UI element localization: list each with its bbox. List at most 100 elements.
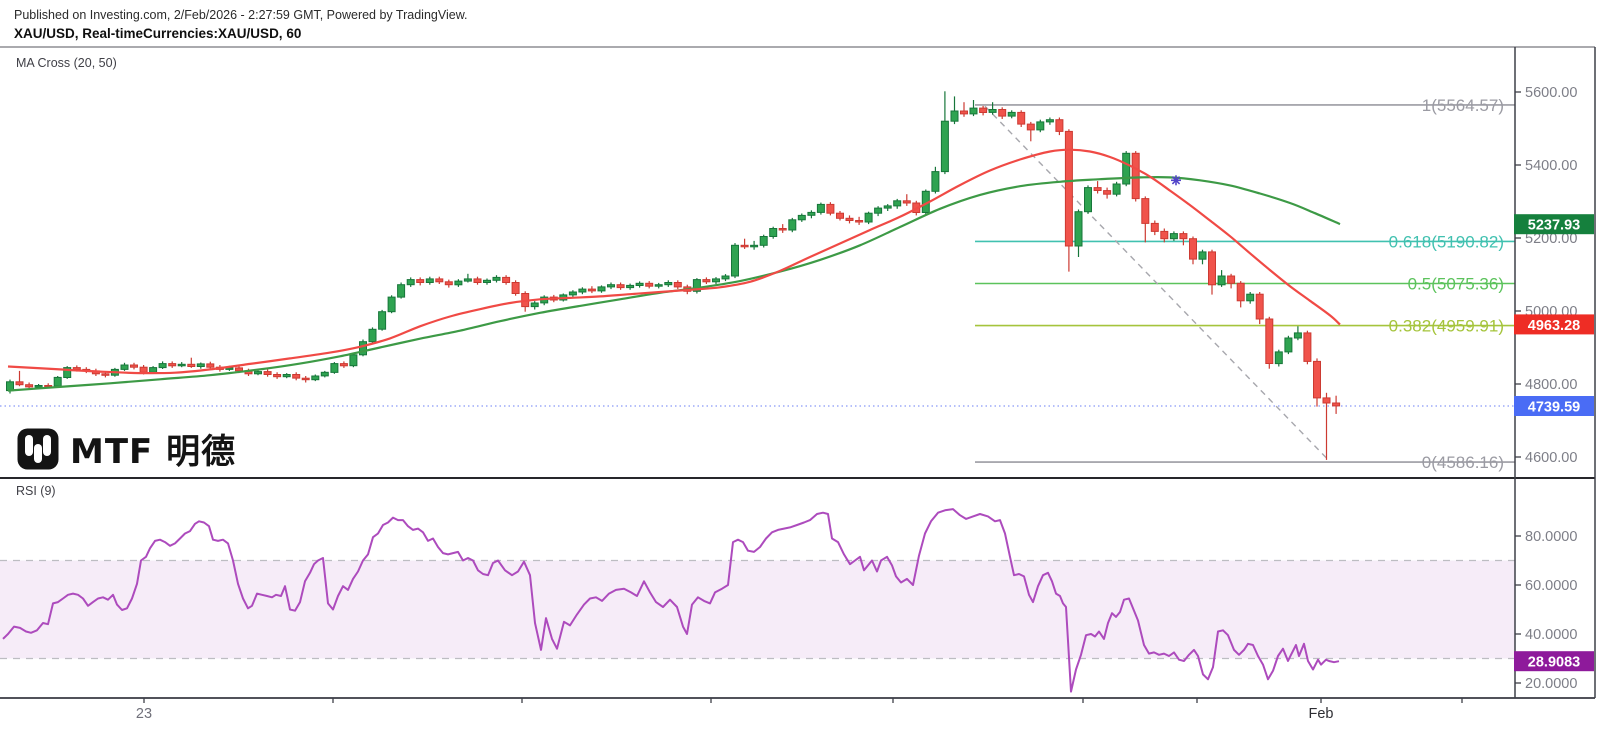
candle — [855, 220, 864, 223]
rsi-indicator-label: RSI (9) — [16, 484, 56, 498]
candle — [626, 284, 635, 289]
candle — [578, 288, 587, 293]
candle — [645, 282, 654, 287]
candle — [1141, 198, 1150, 224]
time-axis-label: 23 — [136, 706, 152, 722]
candle — [788, 219, 797, 231]
candle — [1332, 402, 1341, 407]
candle — [454, 280, 463, 286]
candle — [692, 279, 701, 292]
candle — [254, 371, 262, 375]
candle — [1131, 152, 1140, 200]
price-axis-label: 4800.00 — [1525, 377, 1577, 393]
candle — [177, 363, 186, 367]
candle — [1150, 222, 1159, 232]
candle — [435, 278, 444, 283]
rsi-line — [2, 508, 1340, 693]
candle — [530, 302, 539, 308]
candle — [816, 203, 825, 213]
ma50-price-badge: 5237.93 — [1514, 214, 1594, 235]
candle — [721, 275, 730, 280]
ma-cross-marker — [1171, 175, 1181, 186]
candle — [902, 200, 911, 204]
candle — [1303, 332, 1312, 362]
candle — [130, 364, 138, 368]
candle — [387, 296, 396, 313]
candle — [568, 291, 577, 296]
rsi-band — [0, 560, 1515, 659]
fib-retracement-layer: 1(5564.57) 0.618(5190.82) 0.5(5075.36) 0.38… — [975, 96, 1515, 472]
candle — [473, 278, 482, 283]
candle — [139, 366, 148, 373]
candle — [34, 385, 43, 388]
candle — [950, 110, 959, 122]
candle — [1227, 275, 1236, 284]
candle — [511, 282, 520, 294]
candle — [673, 282, 682, 288]
candle — [1122, 152, 1131, 185]
candle — [731, 244, 739, 277]
ma-cross-indicator-label: MA Cross (20, 50) — [16, 56, 117, 70]
ma20-price-badge: 4963.28 — [1514, 314, 1594, 335]
candle — [1313, 360, 1321, 399]
candle — [101, 373, 110, 376]
candle — [836, 212, 844, 219]
ma20-price-badge-bg — [1514, 314, 1594, 335]
candle — [1322, 397, 1331, 404]
candle — [53, 376, 62, 387]
mtf-logo-icon — [17, 428, 59, 469]
candle — [339, 363, 348, 367]
candle — [960, 110, 968, 115]
rsi-value-badge-bg — [1514, 651, 1594, 672]
candle — [311, 375, 320, 381]
candle — [864, 212, 873, 223]
candle — [769, 228, 778, 237]
candle — [1236, 282, 1245, 302]
candle — [292, 374, 301, 379]
candle — [893, 200, 902, 207]
ma20-line — [7, 148, 1341, 375]
rsi-value-badge: 28.9083 — [1514, 651, 1594, 672]
candle — [1093, 187, 1102, 192]
candle — [1255, 293, 1264, 320]
ma20-price-badge-value: 4963.28 — [1528, 318, 1580, 334]
rsi-axis-label: 40.0000 — [1525, 627, 1577, 643]
candle — [712, 278, 720, 283]
candle — [359, 341, 367, 356]
fib-label: 1(5564.57) — [1422, 96, 1504, 115]
candle — [206, 363, 215, 368]
candle — [1064, 130, 1073, 247]
candle — [282, 374, 291, 378]
candle — [635, 282, 644, 286]
candle — [797, 214, 806, 221]
candle — [883, 205, 892, 209]
candle — [196, 363, 205, 367]
candle — [1179, 233, 1188, 240]
candle — [1198, 251, 1207, 260]
candle — [72, 367, 81, 370]
cross-icon — [1171, 176, 1181, 185]
candle — [940, 120, 949, 173]
candle — [1265, 318, 1274, 364]
candle — [330, 363, 339, 373]
candle — [235, 367, 243, 372]
rsi-axis-label: 60.0000 — [1525, 578, 1577, 594]
candle — [1084, 187, 1092, 213]
candle — [1169, 233, 1178, 240]
price-axis-label: 5600.00 — [1525, 85, 1577, 101]
candle — [1017, 111, 1026, 125]
candle — [1208, 251, 1216, 286]
candle — [1293, 332, 1302, 339]
candle — [597, 286, 606, 292]
fib-label: 0.382(4959.91) — [1389, 317, 1504, 336]
candle — [263, 371, 272, 376]
candle — [759, 236, 768, 246]
fib-label: 0(4586.16) — [1422, 453, 1504, 472]
candle — [998, 109, 1007, 117]
candle — [1189, 238, 1197, 260]
candle — [301, 377, 310, 381]
candle — [664, 282, 673, 286]
published-line: Published on Investing.com, 2/Feb/2026 -… — [14, 8, 468, 22]
candle — [616, 284, 625, 289]
